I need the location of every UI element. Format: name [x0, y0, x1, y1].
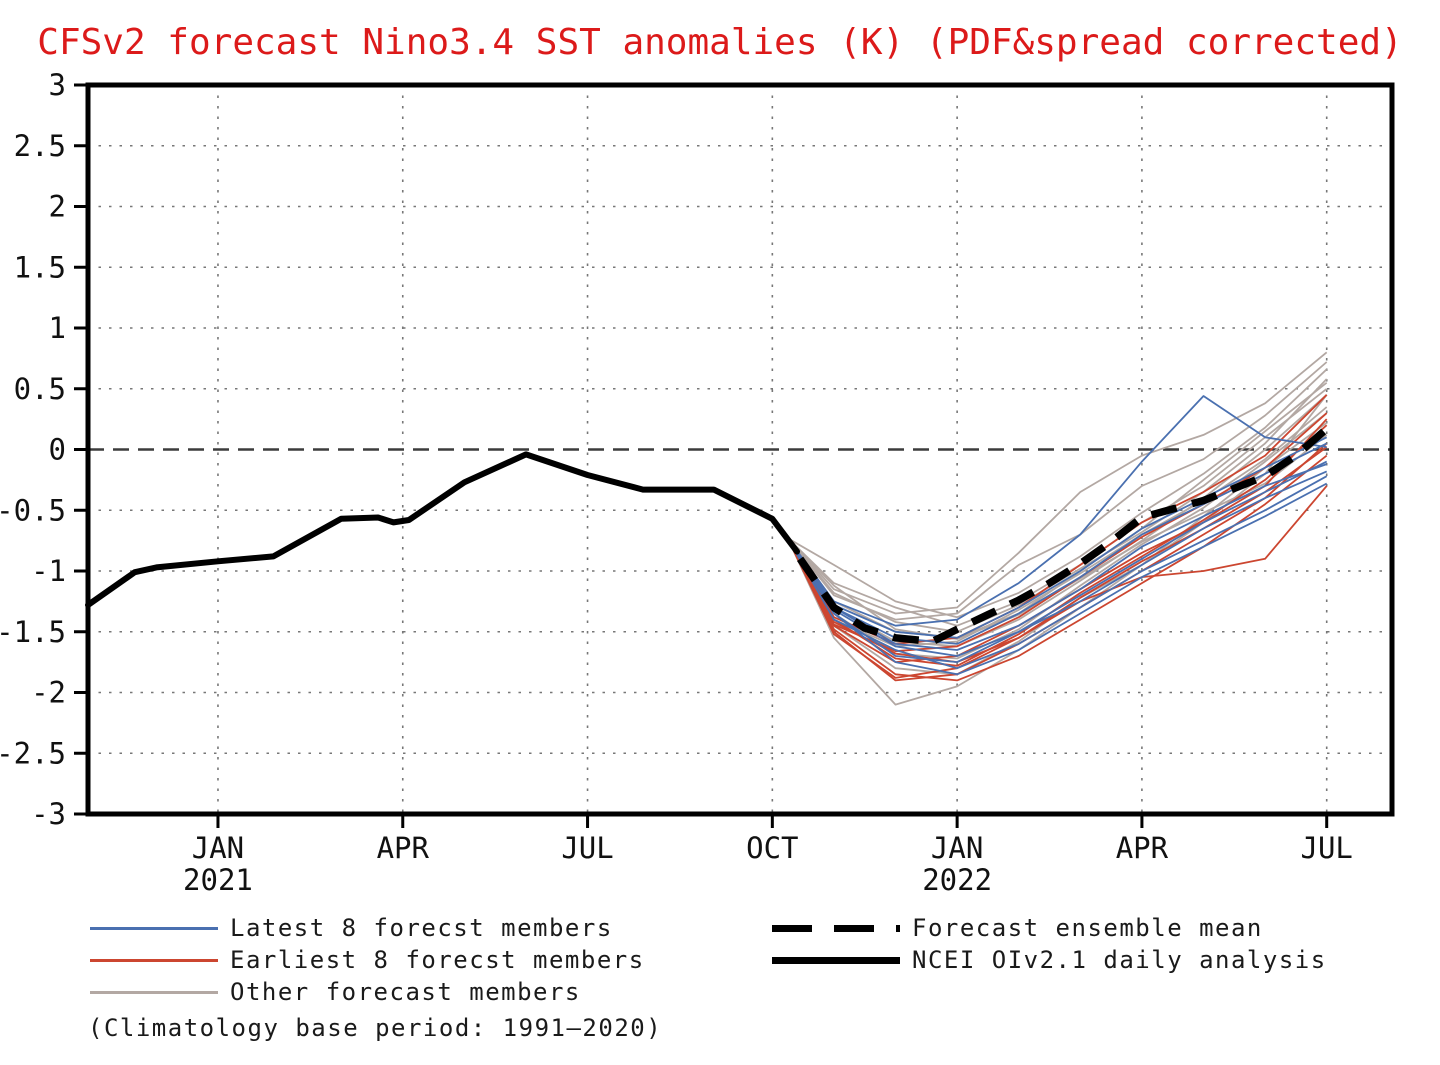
other-forecast-members-label: Other forecast members: [230, 978, 581, 1006]
y-tick-label: 2: [49, 190, 66, 224]
observed-analysis-line: [85, 451, 800, 608]
y-tick-label: -2.5: [0, 736, 66, 770]
legend-mean-item-1: Forecast ensemble mean: [772, 912, 1327, 944]
x-axis-year-label: 2021: [183, 863, 253, 897]
member-line-earliest-8-forecst-members-7: [786, 446, 1328, 679]
y-tick-label: 1.5: [14, 250, 66, 284]
member-line-other-forecast-members-10: [787, 378, 1328, 633]
member-line-other-forecast-members-7: [787, 368, 1328, 619]
legend-members: Latest 8 forecst members Earliest 8 forec…: [90, 912, 645, 1008]
ensemble-mean-line: [797, 425, 1330, 646]
y-tick-label: -3: [31, 797, 66, 831]
ncei-oiv2-1-daily-analysis-label: NCEI OIv2.1 daily analysis: [912, 946, 1327, 974]
y-tick-label: 1: [49, 311, 66, 345]
y-tick-label: -0.5: [0, 493, 66, 527]
forecast-ensemble-mean-label: Forecast ensemble mean: [912, 914, 1263, 942]
x-tick-label: OCT: [746, 831, 798, 865]
x-tick-label: JUL: [561, 831, 613, 865]
x-tick-label: APR: [1116, 831, 1169, 865]
y-tick-label: -1.5: [0, 615, 66, 649]
ncei-oiv2-1-daily-analysis-line-swatch: [772, 956, 900, 964]
y-tick-label: 0.5: [14, 372, 66, 406]
x-tick-label: JAN: [931, 831, 983, 865]
earliest-8-forecst-members-line-swatch: [90, 958, 218, 962]
y-tick-label: 0: [49, 433, 66, 467]
member-line-latest-8-forecst-members-7: [786, 436, 1328, 639]
y-tick-label: 3: [49, 68, 66, 102]
y-tick-label: 2.5: [14, 129, 66, 163]
chart-title: CFSv2 forecast Nino3.4 SST anomalies (K)…: [37, 22, 1403, 63]
other-forecast-members-line-swatch: [90, 990, 218, 994]
member-line-latest-8-forecst-members-4: [786, 475, 1328, 670]
earliest-8-forecst-members-label: Earliest 8 forecst members: [230, 946, 645, 974]
axes: 32.521.510.50-0.5-1-1.5-2-2.5-3JAN2021AP…: [0, 68, 1353, 897]
forecast-ensemble-mean-line-swatch: [772, 924, 900, 932]
member-line-latest-8-forecst-members-6: [786, 482, 1328, 676]
legend-mean-item-2: NCEI OIv2.1 daily analysis: [772, 944, 1327, 976]
legend-members-item-2: Earliest 8 forecst members: [90, 944, 645, 976]
chart-plot-area: 32.521.510.50-0.5-1-1.5-2-2.5-3JAN2021AP…: [0, 68, 1395, 897]
x-axis-year-label: 2022: [922, 863, 992, 897]
forecast-member-lines: [786, 351, 1328, 706]
x-tick-label: JUL: [1301, 831, 1353, 865]
member-line-other-forecast-members-5: [787, 351, 1328, 615]
legend-mean-analysis: Forecast ensemble mean NCEI OIv2.1 daily …: [772, 912, 1327, 976]
legend-members-item-3: Other forecast members: [90, 976, 645, 1008]
y-tick-label: -2: [31, 676, 66, 710]
gridlines: [88, 85, 1392, 814]
x-tick-label: JAN: [192, 831, 244, 865]
legend-members-item-1: Latest 8 forecst members: [90, 912, 645, 944]
x-tick-label: APR: [377, 831, 430, 865]
latest-8-forecst-members-line-swatch: [90, 926, 218, 930]
y-tick-label: -1: [31, 554, 66, 588]
latest-8-forecst-members-label: Latest 8 forecst members: [230, 914, 613, 942]
member-line-other-forecast-members-11: [786, 406, 1328, 648]
climatology-note: (Climatology base period: 1991—2020): [88, 1014, 663, 1042]
member-line-latest-8-forecst-members-3: [786, 395, 1327, 627]
